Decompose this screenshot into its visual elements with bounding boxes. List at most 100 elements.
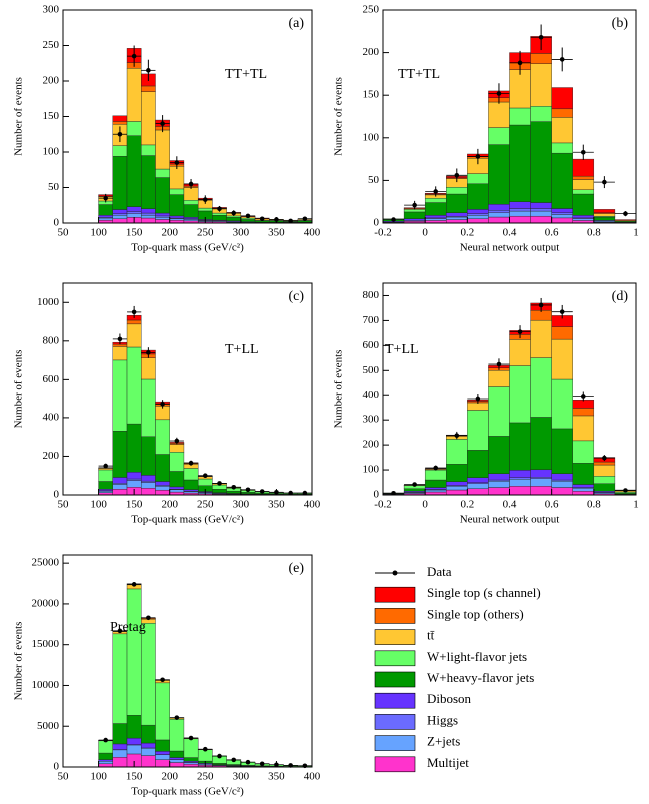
bar-segment [509,339,531,366]
y-tick-label: 0 [54,217,60,229]
bar-segment [509,201,531,209]
bar-segment [488,386,510,437]
bar-segment [467,173,489,185]
bar-segment [98,759,113,762]
y-tick-label: 400 [363,389,380,401]
bar-segment [488,436,510,475]
bar-segment [467,218,489,224]
bar-segment [112,633,128,724]
bar-segment [169,719,185,752]
data-point [475,154,481,159]
data-point [391,490,396,496]
bar-segment [509,470,531,478]
y-tick-label: 100 [363,131,380,143]
bar-segment [212,489,227,493]
bar-segment [112,723,128,745]
bar-segment [424,479,447,488]
data-point [274,217,279,222]
bar-segment [112,743,128,750]
x-tick-label: 300 [233,771,250,783]
bar-segment [126,480,142,488]
x-tick-label: 0.2 [460,227,474,239]
data-point [288,490,293,496]
data-point [174,438,180,444]
legend-label: W+heavy-flavor jets [427,670,534,685]
bar-segment [467,477,489,483]
bar-segment [112,214,128,219]
data-point [288,763,293,768]
bar-segment [155,682,170,741]
bar-segment [112,359,128,432]
bar-segment [141,217,156,224]
bar-segment [488,210,510,213]
data-point [117,628,123,634]
data-point [188,460,194,466]
y-tick-label: 50 [48,181,60,193]
bar-segment [509,107,531,126]
bar-segment [593,461,616,466]
legend-swatch [374,671,416,688]
bar-segment [446,486,468,491]
data-point [259,761,265,767]
bar-segment [98,469,113,482]
bar-segment [467,209,489,214]
y-tick-label: 250 [363,4,380,16]
bar-segment [183,491,199,494]
bar-segment [141,742,156,749]
bar-segment [572,488,595,492]
x-tick-label: 50 [58,499,70,511]
bar-segment [593,216,616,221]
bar-segment [530,53,552,64]
y-tick-label: 10000 [32,679,60,691]
bar-segment [112,749,128,758]
bar-segment [572,491,595,496]
bar-segment [226,215,242,218]
bar-segment [155,129,170,170]
x-tick-label: 300 [233,227,250,239]
data-point [131,582,137,587]
bar-segment [572,215,595,219]
bar-segment [530,469,552,478]
bar-segment [169,471,185,488]
x-tick-label: 0.8 [587,499,601,511]
data-point [496,91,502,96]
y-tick-label: 150 [363,89,380,101]
bar-segment [488,473,510,481]
bar-segment [551,487,573,496]
x-tick-label: 200 [161,499,178,511]
legend-label: Single top (others) [427,606,524,621]
data-point [117,336,123,342]
x-tick-label: 150 [126,227,143,239]
bar-segment [614,219,637,221]
y-axis-label: Number of events [13,622,25,701]
data-point [202,746,208,752]
bar-segment [169,486,185,490]
bar-segment [126,737,142,745]
bar-segment [403,488,426,492]
bar-segment [141,208,156,214]
data-point [160,121,165,126]
bar-segment [551,212,573,215]
data-point [217,753,222,759]
data-point [174,160,180,165]
bar-segment [424,218,447,221]
data-point [103,737,108,743]
data-point [231,484,237,490]
bar-segment [98,214,113,218]
bar-segment [530,210,552,217]
data-point [602,179,607,185]
x-tick-label: 50 [58,227,70,239]
bar-segment [446,481,468,486]
bar-segment [112,757,128,768]
bar-segment [551,108,573,118]
y-axis-label: Number of events [13,77,25,156]
bar-segment [212,214,227,221]
bar-segment [572,463,595,485]
bar-segment [467,183,489,210]
x-tick-label: 300 [233,499,250,511]
bar-segment [446,464,468,482]
y-tick-label: 600 [43,373,60,385]
data-point [517,60,523,66]
x-tick-label: 50 [58,771,70,783]
legend-label: Data [427,564,452,579]
